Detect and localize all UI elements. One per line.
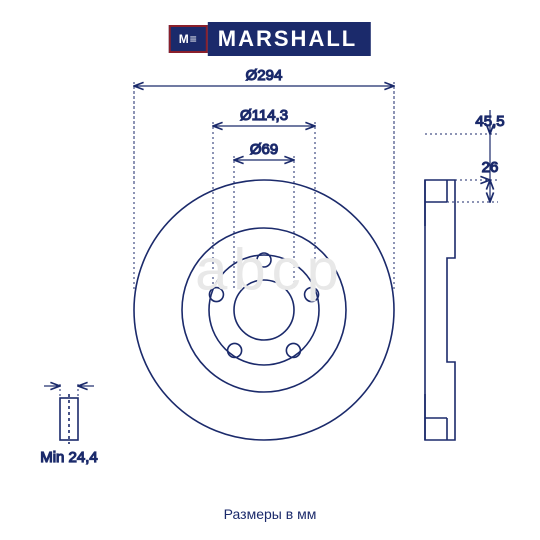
- footer-caption: Размеры в мм: [224, 506, 317, 522]
- min-thickness-view: [60, 394, 78, 444]
- disc-front-view: [134, 180, 394, 440]
- svg-text:Min 24,4: Min 24,4: [40, 449, 98, 466]
- svg-text:45,5: 45,5: [475, 113, 504, 130]
- svg-text:Ø114,3: Ø114,3: [240, 107, 288, 124]
- dimension-lines: Ø294 Ø114,3 Ø69 45,5 26 Min 24,4: [40, 67, 504, 466]
- disc-side-view: [425, 180, 455, 440]
- svg-text:Ø69: Ø69: [250, 141, 278, 158]
- svg-text:Ø294: Ø294: [246, 67, 283, 84]
- svg-text:26: 26: [482, 159, 499, 176]
- technical-diagram: Ø294 Ø114,3 Ø69 45,5 26 Min 24,4: [0, 0, 540, 540]
